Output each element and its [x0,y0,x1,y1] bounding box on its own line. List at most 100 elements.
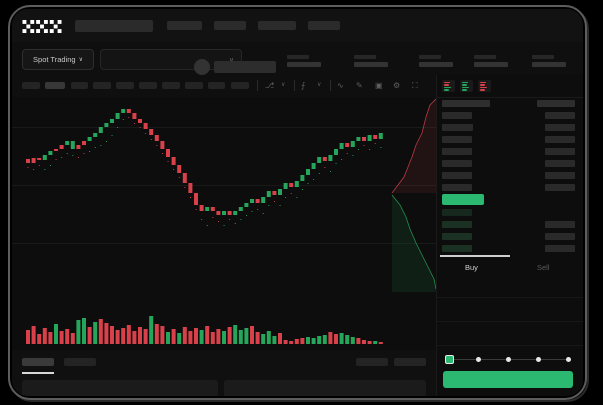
candle-type-icon[interactable]: ⎇ [265,81,275,90]
orderbook-ask-row-1[interactable] [442,112,472,119]
orderbook-ask-row-5[interactable] [442,160,472,167]
orderbook-column-header-left [442,100,490,107]
orderbook-ask-row-3[interactable] [442,136,472,143]
orderbook-last-price [442,194,484,205]
orderbook-bid-row-4[interactable] [442,245,472,252]
nav-item-1[interactable] [167,21,202,30]
stat-last-price-label [287,55,309,59]
fullscreen-icon[interactable]: ⛶ [412,81,418,90]
trade-tab-buy[interactable]: Buy [465,263,478,272]
orderbook-ask-row-3-amount [545,136,575,143]
timeframe-8[interactable] [185,82,203,89]
nav-item-4[interactable] [308,21,340,30]
timeframe-2[interactable] [45,82,65,89]
amount-percent-slider[interactable] [443,355,573,364]
orderbook-rows[interactable] [437,97,583,257]
line-tool-icon[interactable]: ∿ [337,81,344,90]
candle-type-chevron-down-icon[interactable]: ∨ [281,82,286,88]
indicators-icon[interactable]: ⨍ [301,81,306,90]
stat-24h-low-value [474,62,508,67]
orderbook-mode-bids-icon[interactable] [460,80,473,92]
orderbook-ask-row-7-amount [545,184,575,191]
orderbook-ask-row-2-amount [545,124,575,131]
trading-pair-name [214,61,276,73]
market-type-label: Spot Trading [33,55,76,64]
snapshot-camera-icon[interactable]: ▣ [375,81,383,90]
volume-chart [12,302,436,350]
chevron-down-icon: ∨ [229,56,234,64]
orderbook-ask-row-5-amount [545,160,575,167]
stat-24h-volume [532,55,566,67]
slider-handle[interactable] [445,355,454,364]
bottom-content-block-left [22,380,218,396]
candlestick-series [26,109,383,226]
submit-buy-button[interactable] [443,371,573,388]
market-depth-chart [391,98,436,292]
top-header [12,9,583,42]
stat-24h-change [354,55,388,67]
stat-24h-volume-value [532,62,566,67]
timeframe-6[interactable] [139,82,157,89]
form-divider [437,345,583,346]
orderbook-ask-row-4-amount [545,148,575,155]
timeframe-10[interactable] [231,82,249,89]
orderbook-ask-row-1-amount [545,112,575,119]
stat-24h-low [474,55,508,67]
stat-24h-low-label [474,55,496,59]
orderbook-ask-row-6[interactable] [442,172,472,179]
stat-24h-volume-label [532,55,554,59]
nav-item-2[interactable] [214,21,246,30]
app-screen: Spot Trading ∨ ∨ [12,9,583,396]
chart-gridline [12,127,436,128]
bottom-tab-open-orders[interactable] [22,358,54,366]
bottom-action-1[interactable] [356,358,388,366]
form-divider [437,297,583,298]
draw-pencil-icon[interactable]: ✎ [356,81,363,90]
coin-avatar [194,59,210,75]
slider-step-50[interactable] [506,356,511,362]
toolbar-divider-1 [257,80,258,91]
stat-last-price [287,55,321,67]
okx-logo[interactable] [22,20,62,33]
timeframe-5[interactable] [116,82,134,89]
orders-panel [12,350,436,396]
bottom-action-2[interactable] [394,358,426,366]
market-type-dropdown[interactable]: Spot Trading ∨ [22,49,94,70]
orderbook-ask-row-4[interactable] [442,148,472,155]
stat-24h-change-label [354,55,376,59]
orderbook-header [437,75,583,98]
timeframe-3[interactable] [71,82,88,89]
header-search-field[interactable] [75,20,153,32]
bottom-tab-order-history[interactable] [64,358,96,366]
timeframe-4[interactable] [93,82,111,89]
orderbook-ask-row-6-amount [545,172,575,179]
chevron-down-icon: ∨ [78,57,83,63]
active-trade-tab-underline [440,255,510,257]
trade-form [437,279,583,396]
orderbook-ask-row-2[interactable] [442,124,473,131]
volume-bar-series [26,316,383,344]
chart-settings-gear-icon[interactable]: ⚙ [393,81,401,90]
nav-item-3[interactable] [258,21,296,30]
slider-step-25[interactable] [476,356,481,362]
chart-gridline [12,185,436,186]
indicators-chevron-down-icon[interactable]: ∨ [317,82,322,88]
orderbook-sidebar: Buy Sell [436,75,583,396]
slider-step-75[interactable] [536,356,541,362]
orderbook-bid-row-2[interactable] [442,221,472,228]
orderbook-mode-both-icon[interactable] [442,80,455,92]
orderbook-ask-row-7[interactable] [442,184,472,191]
chart-toolbar: ⎇ ∨ ⨍ ∨ ∿ ✎ ▣ ⚙ ⛶ [12,75,436,98]
price-chart[interactable] [12,97,436,302]
timeframe-1[interactable] [22,82,40,89]
stat-24h-high [419,55,453,67]
orderbook-bid-row-3[interactable] [442,233,472,240]
active-tab-underline [22,372,54,374]
timeframe-7[interactable] [162,82,180,89]
orderbook-bid-row-1[interactable] [442,209,472,216]
timeframe-9[interactable] [208,82,225,89]
orderbook-mode-asks-icon[interactable] [478,80,491,92]
slider-step-100[interactable] [566,356,571,362]
orderbook-column-header-right [537,100,575,107]
trade-tab-sell[interactable]: Sell [537,263,550,272]
